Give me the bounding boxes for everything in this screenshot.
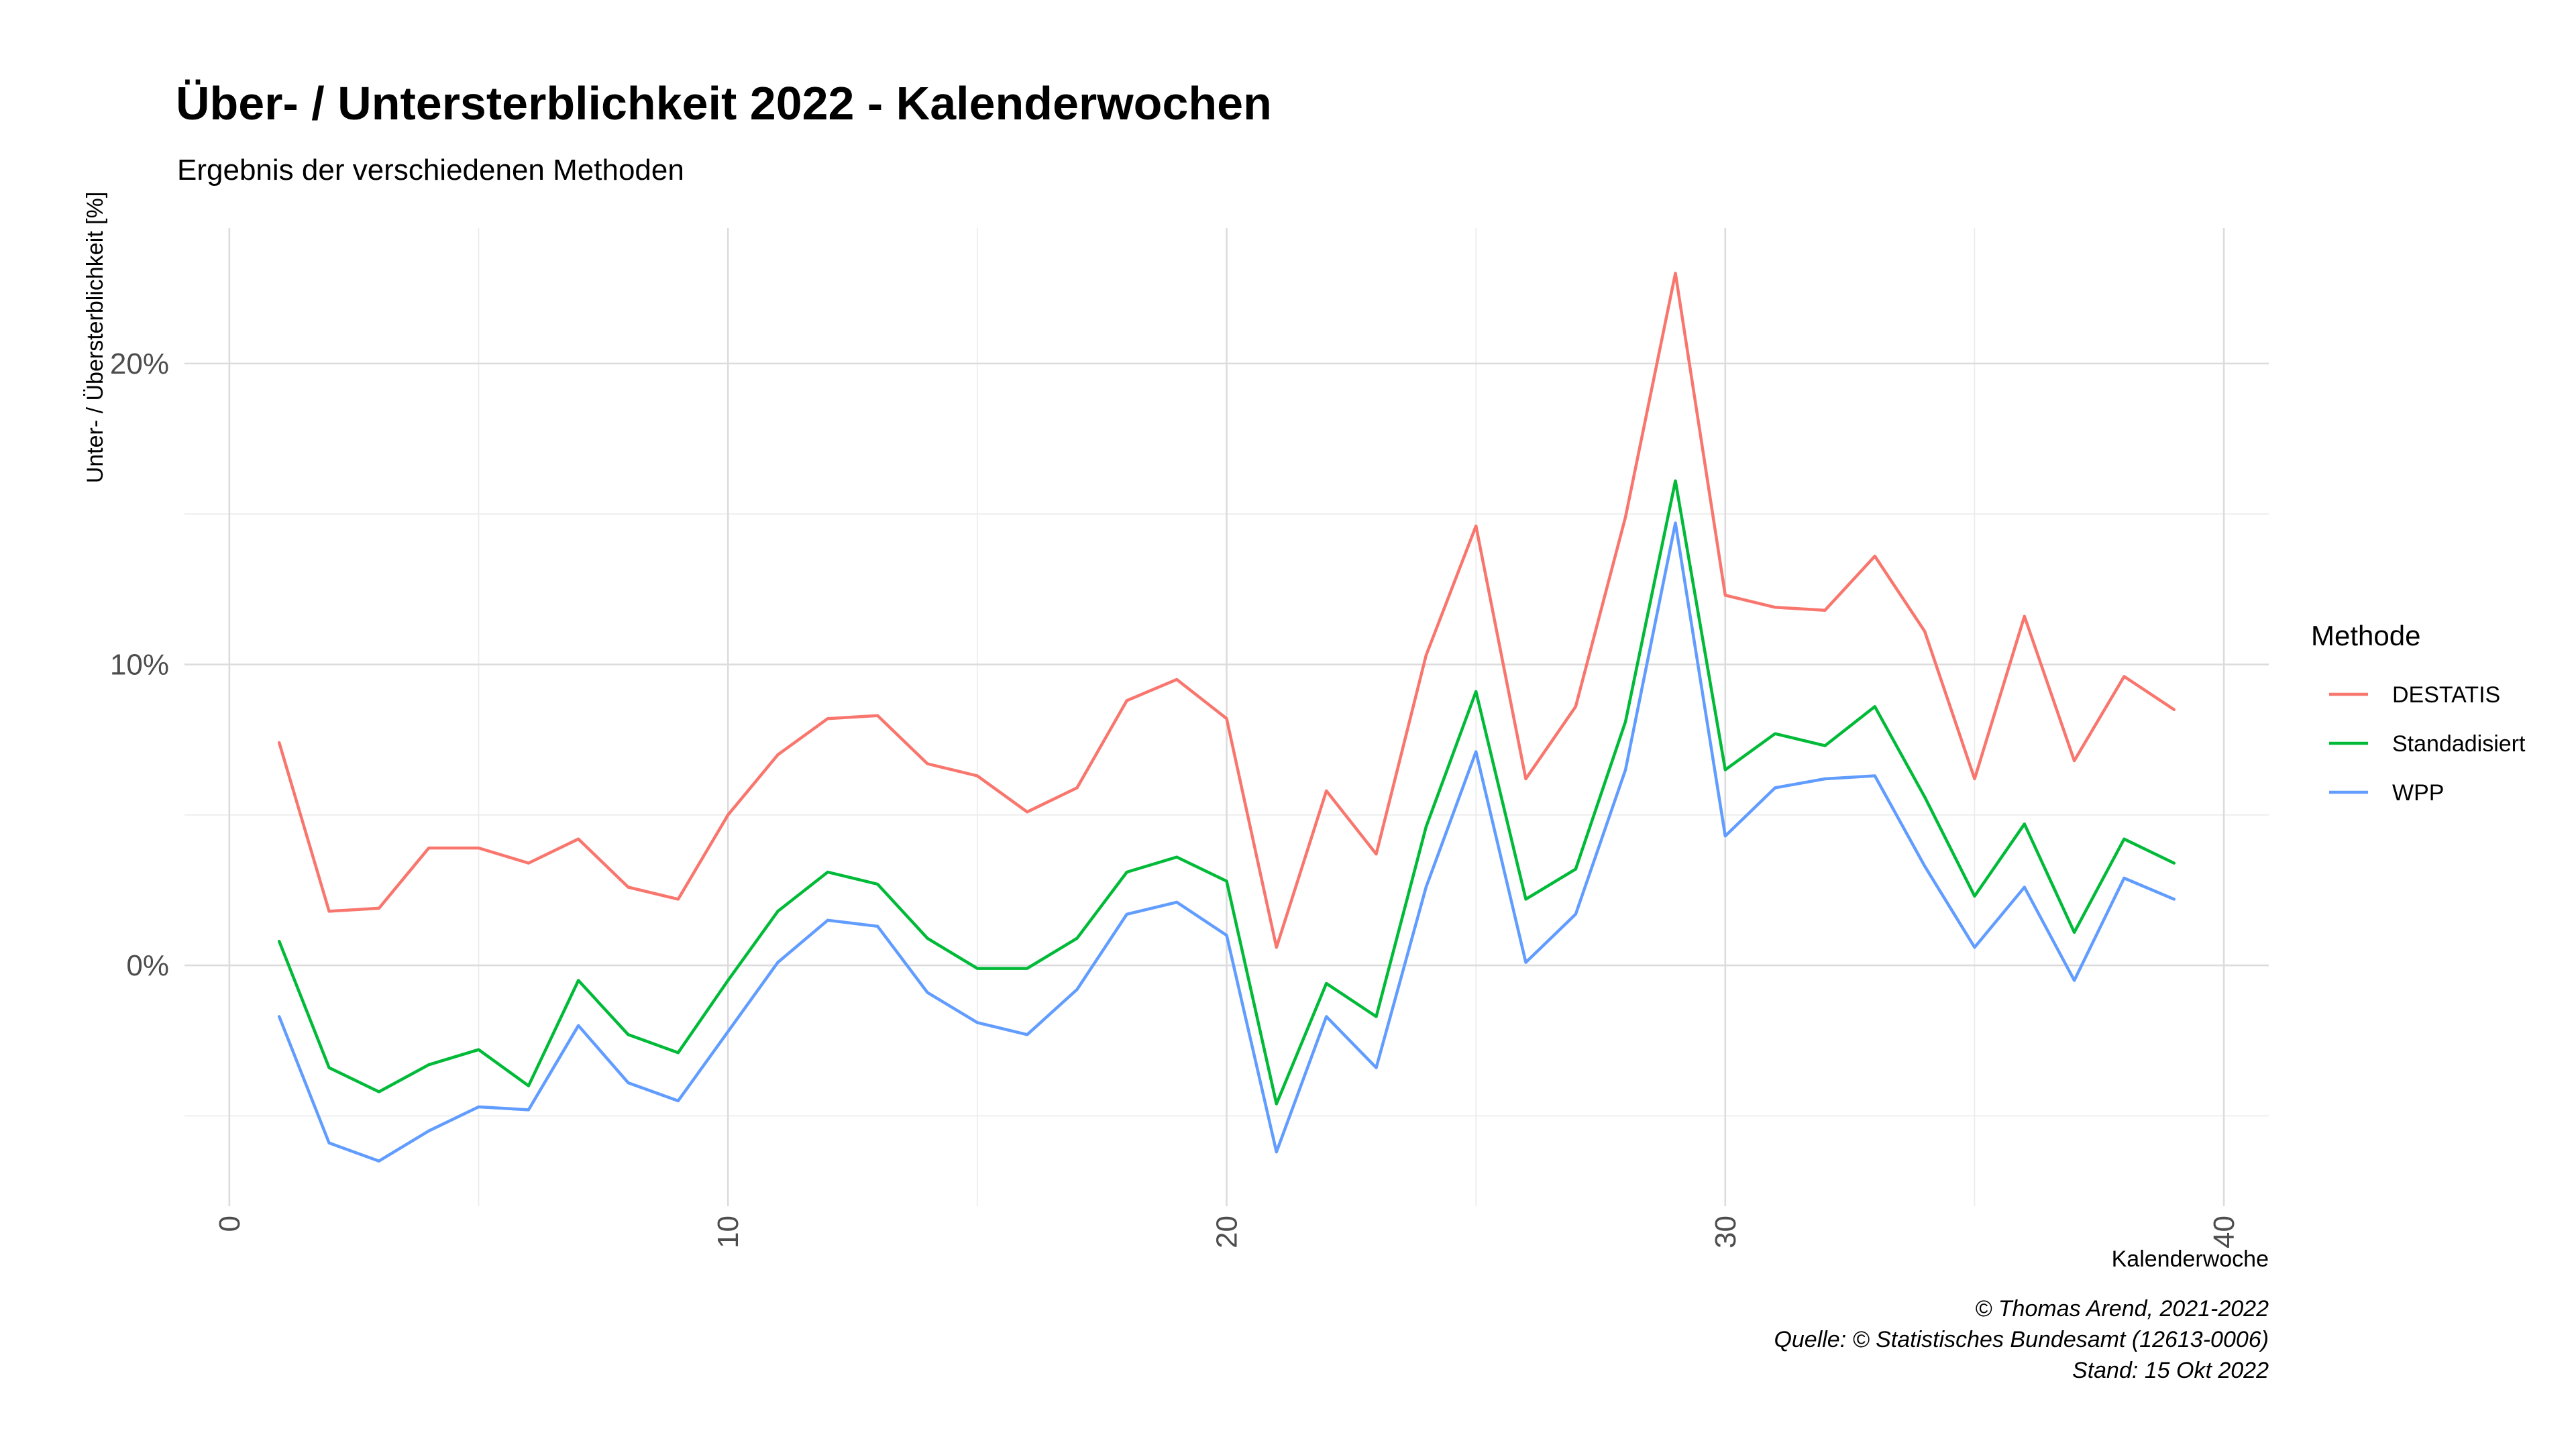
x-tick-label: 0 — [213, 1216, 246, 1232]
legend-label-destatis: DESTATIS — [2392, 682, 2500, 708]
x-tick-label: 20 — [1211, 1216, 1244, 1248]
legend-title: Methode — [2311, 620, 2420, 651]
series-line-standadisiert — [277, 479, 2176, 1106]
caption-date: Stand: 15 Okt 2022 — [2072, 1358, 2269, 1383]
series-lines — [277, 272, 2176, 1163]
x-axis-title: Kalenderwoche — [2112, 1246, 2269, 1272]
legend-label-wpp: WPP — [2392, 780, 2444, 806]
chart-subtitle: Ergebnis der verschiedenen Methoden — [177, 154, 684, 186]
axis-tick-labels: 0 10 20 30 40 0% 10% 20% — [110, 347, 2241, 1248]
legend-label-standadisiert: Standadisiert — [2392, 731, 2526, 757]
y-axis-title: Unter- / Übersterblichkeit [%] — [83, 192, 108, 484]
series-line-destatis — [277, 272, 2176, 949]
x-tick-label: 40 — [2208, 1216, 2241, 1248]
caption-author: © Thomas Arend, 2021-2022 — [1975, 1296, 2269, 1322]
caption-source: Quelle: © Statistisches Bundesamt (12613… — [1774, 1327, 2269, 1352]
grid — [184, 228, 2269, 1206]
x-tick-label: 10 — [712, 1216, 745, 1248]
y-tick-label: 20% — [110, 347, 169, 380]
x-tick-label: 30 — [1709, 1216, 1742, 1248]
chart-title: Über- / Untersterblichkeit 2022 - Kalend… — [176, 77, 1272, 129]
series-line-wpp — [277, 521, 2176, 1163]
y-tick-label: 0% — [126, 949, 169, 982]
y-tick-label: 10% — [110, 648, 169, 681]
legend: Methode DESTATIS Standadisiert WPP — [2311, 620, 2526, 806]
